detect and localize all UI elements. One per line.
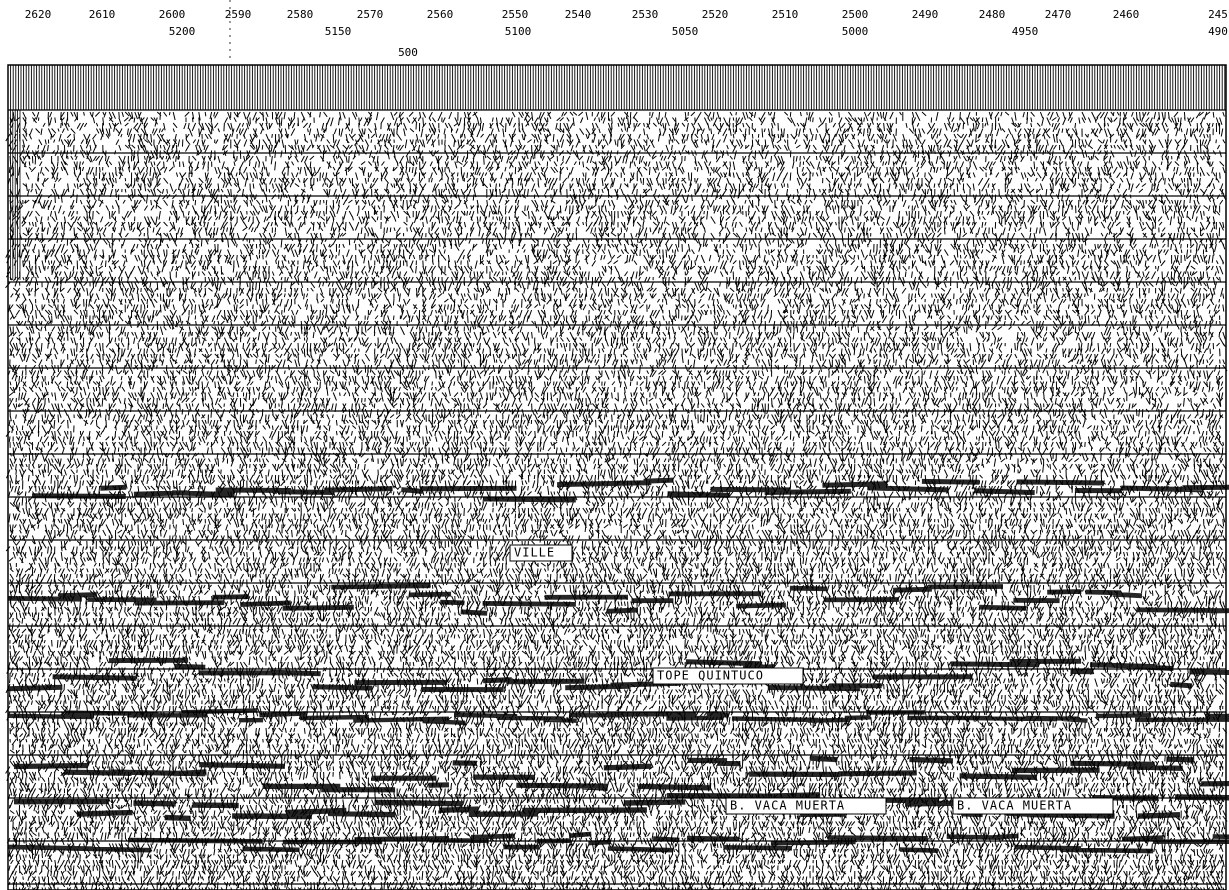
trace-label: 2510: [772, 8, 799, 21]
annotation: TOPE QUINTUCO: [657, 669, 764, 683]
trace-label: 2480: [979, 8, 1006, 21]
trace-label: 2570: [357, 8, 384, 21]
annotation: VILLE: [514, 546, 555, 560]
trace-label: 2610: [89, 8, 116, 21]
trace-label: 2490: [912, 8, 939, 21]
trace-label: 2500: [842, 8, 869, 21]
trace-label: 2460: [1113, 8, 1140, 21]
cdp-label: 4950: [1012, 25, 1039, 38]
cdp-label: 490: [1208, 25, 1228, 38]
trace-label: 2520: [702, 8, 729, 21]
trace-label: 2530: [632, 8, 659, 21]
trace-label: 2620: [25, 8, 52, 21]
cdp-label: 5150: [325, 25, 352, 38]
trace-label: 2600: [159, 8, 186, 21]
trace-label: 2470: [1045, 8, 1072, 21]
cdp-label: 5000: [842, 25, 869, 38]
cdp-label: 5050: [672, 25, 699, 38]
trace-label: 2580: [287, 8, 314, 21]
cdp-label: 5100: [505, 25, 532, 38]
trace-label: 2590: [225, 8, 252, 21]
annotation: B. VACA MUERTA: [957, 799, 1072, 813]
trace-label: 2540: [565, 8, 592, 21]
annotation: B. VACA MUERTA: [730, 799, 845, 813]
trace-label: 2550: [502, 8, 529, 21]
seismic-section: 2620 2610 2600 2590 2580 2570 2560 2550 2540 2530…: [0, 0, 1229, 890]
trace-label: 245: [1208, 8, 1228, 21]
trace-label: 2560: [427, 8, 454, 21]
cdp-label: 5200: [169, 25, 196, 38]
time-label: 500: [398, 46, 418, 59]
